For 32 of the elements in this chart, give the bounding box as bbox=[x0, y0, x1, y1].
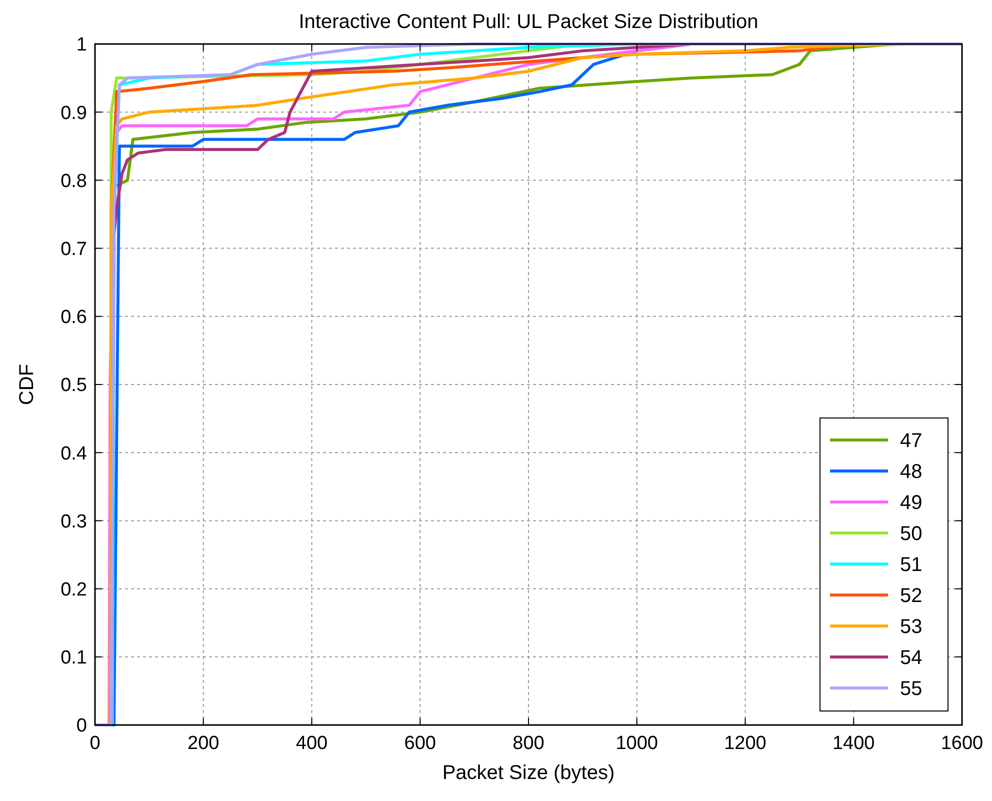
y-tick-label: 0.5 bbox=[60, 375, 87, 396]
legend-label: 49 bbox=[900, 492, 922, 514]
y-tick-label: 0.9 bbox=[60, 102, 87, 124]
legend-label: 51 bbox=[900, 554, 922, 576]
y-tick-label: 0.2 bbox=[60, 579, 87, 600]
legend-label: 53 bbox=[900, 616, 922, 638]
legend-label: 52 bbox=[900, 585, 922, 607]
legend-label: 54 bbox=[900, 647, 922, 669]
y-axis-title: CDF bbox=[16, 364, 38, 406]
x-tick-label: 1000 bbox=[616, 733, 658, 754]
legend-label: 47 bbox=[900, 430, 922, 452]
x-tick-label: 200 bbox=[188, 733, 220, 754]
x-axis-title: Packet Size (bytes) bbox=[442, 762, 615, 784]
x-tick-label: 800 bbox=[512, 733, 544, 754]
x-tick-label: 600 bbox=[404, 733, 436, 754]
x-tick-label: 1600 bbox=[940, 733, 984, 754]
x-tick-label: 1200 bbox=[724, 733, 766, 754]
x-tick-label: 1400 bbox=[832, 733, 875, 754]
x-tick-label: 400 bbox=[296, 733, 328, 754]
legend-label: 50 bbox=[900, 523, 922, 545]
legend-label: 48 bbox=[900, 461, 922, 483]
y-tick-label: 0.3 bbox=[60, 511, 87, 532]
x-tick-label: 0 bbox=[90, 733, 100, 754]
y-tick-label: 0.4 bbox=[60, 443, 88, 464]
y-tick-label: 0.1 bbox=[60, 648, 87, 669]
y-tick-label: 0.8 bbox=[60, 170, 87, 192]
legend-label: 55 bbox=[900, 678, 922, 700]
y-tick-label: 0 bbox=[76, 716, 87, 737]
chart-title: Interactive Content Pull: UL Packet Size Distribution bbox=[298, 11, 758, 33]
y-tick-label: 0.6 bbox=[60, 307, 87, 328]
y-tick-label: 0.7 bbox=[60, 238, 87, 260]
y-tick-label: 1 bbox=[76, 34, 87, 56]
